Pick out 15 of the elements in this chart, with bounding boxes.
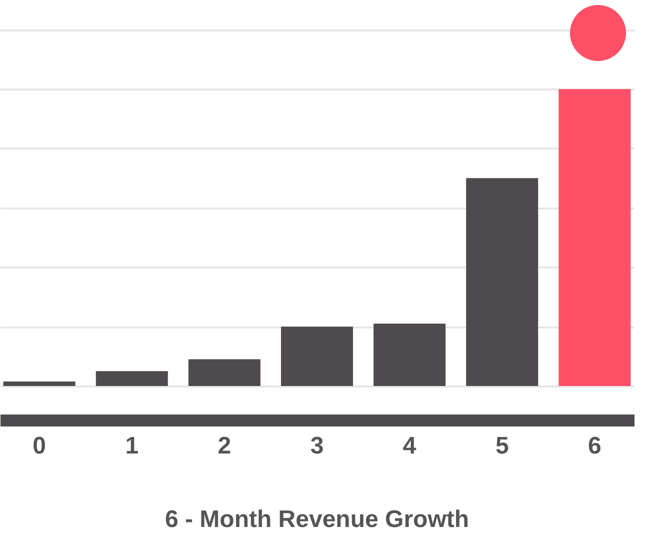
x-tick-label: 6 <box>588 432 602 460</box>
bar <box>96 371 168 386</box>
x-tick-label: 1 <box>125 432 139 460</box>
x-tick-label: 3 <box>310 432 324 460</box>
bar <box>558 89 631 386</box>
text: 6 - Month Revenue Growth <box>164 506 470 533</box>
x-tick-label: 0 <box>32 432 46 460</box>
bar <box>281 326 353 386</box>
x-tick-label: 2 <box>218 432 232 460</box>
bar <box>3 382 76 386</box>
bar <box>188 359 260 386</box>
bar <box>466 178 538 386</box>
x-tick-label: 4 <box>402 432 417 460</box>
bar <box>374 324 446 386</box>
x-tick-label: 5 <box>495 432 509 460</box>
